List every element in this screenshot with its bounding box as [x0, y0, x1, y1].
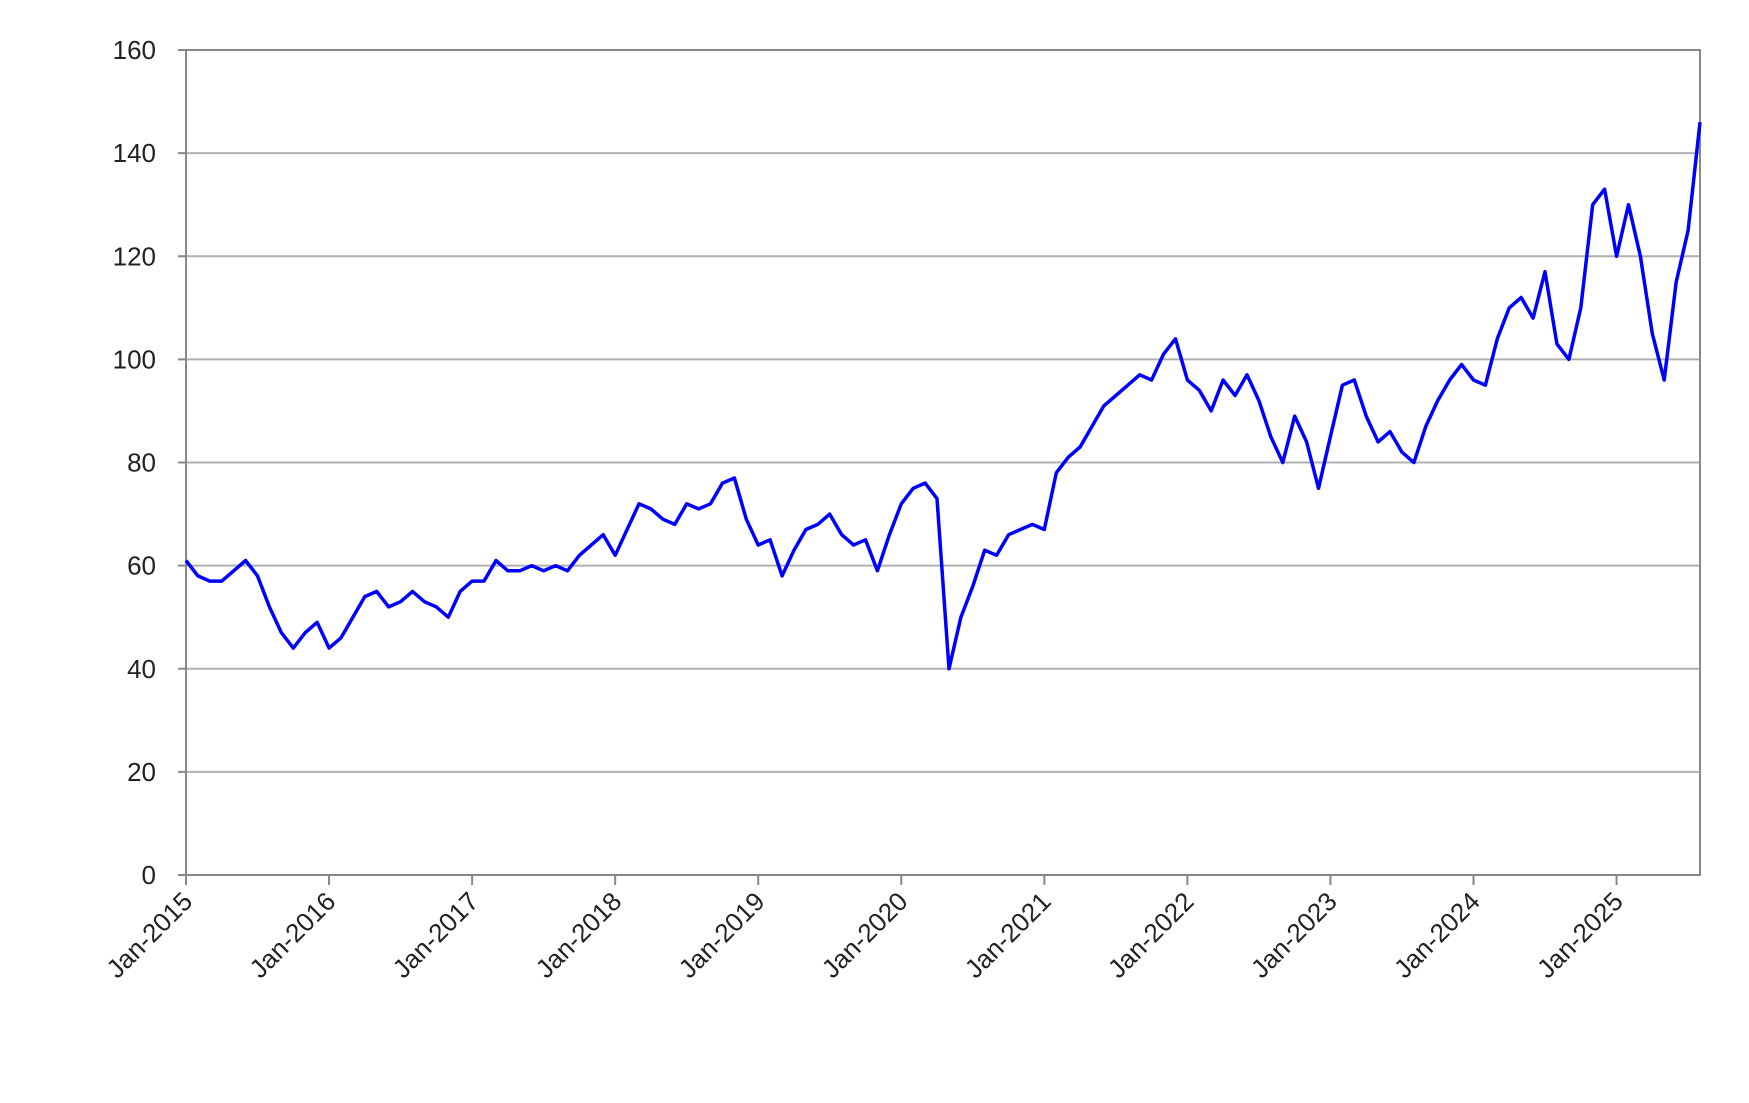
x-tick-label: Jan-2024: [1388, 886, 1486, 984]
y-tick-label: 20: [127, 757, 156, 787]
x-tick-label: Jan-2019: [673, 886, 771, 984]
x-tick-label: Jan-2022: [1102, 886, 1200, 984]
x-tick-label: Jan-2025: [1531, 886, 1629, 984]
y-tick-label: 0: [142, 860, 156, 890]
y-tick-label: 60: [127, 551, 156, 581]
x-tick-label: Jan-2017: [386, 886, 484, 984]
x-tick-label: Jan-2021: [959, 886, 1057, 984]
x-tick-label: Jan-2016: [243, 886, 341, 984]
data-line: [184, 122, 1702, 671]
plot-frame: [185, 49, 1701, 876]
x-tick-label: Jan-2020: [816, 886, 914, 984]
y-tick-label: 140: [113, 138, 156, 168]
x-tick-label: Jan-2023: [1245, 886, 1343, 984]
x-tick-label: Jan-2015: [100, 886, 198, 984]
y-tick-label: 160: [113, 35, 156, 65]
y-tick-label: 40: [127, 654, 156, 684]
y-tick-label: 100: [113, 344, 156, 374]
x-tick-label: Jan-2018: [530, 886, 628, 984]
y-tick-label: 120: [113, 241, 156, 271]
y-tick-label: 80: [127, 448, 156, 478]
